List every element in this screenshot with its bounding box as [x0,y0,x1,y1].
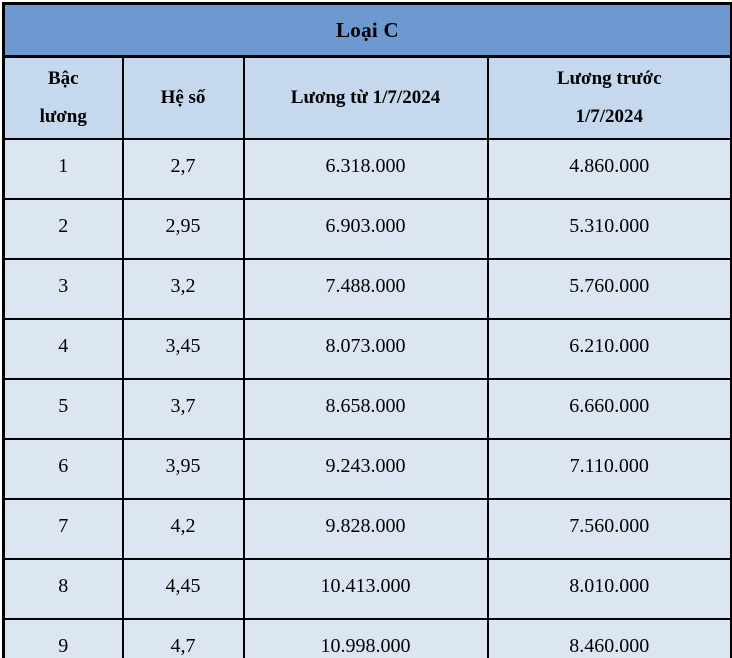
cell-luong-tu-172024: 8.658.000 [242,378,489,440]
table-row: 8 4,45 10.413.000 8.010.000 [2,558,732,620]
cell-luong-tu-172024: 6.318.000 [242,138,489,200]
table-row: 2 2,95 6.903.000 5.310.000 [2,198,732,260]
header-line: Lương trước [556,68,662,89]
cell-luong-truoc-172024: 5.760.000 [486,258,732,320]
cell-bac-luong: 8 [2,558,124,620]
cell-luong-truoc-172024: 8.460.000 [486,618,732,658]
cell-luong-tu-172024: 9.828.000 [242,498,489,560]
cell-luong-tu-172024: 6.903.000 [242,198,489,260]
cell-he-so: 2,7 [121,138,245,200]
cell-he-so: 4,2 [121,498,245,560]
cell-luong-truoc-172024: 4.860.000 [486,138,732,200]
table-row: 5 3,7 8.658.000 6.660.000 [2,378,732,440]
cell-bac-luong: 2 [2,198,124,260]
cell-bac-luong: 5 [2,378,124,440]
cell-he-so: 3,7 [121,378,245,440]
header-row: Bậc lương Hệ số Lương từ 1/7/2024 Lương trướ… [2,55,732,140]
cell-he-so: 3,2 [121,258,245,320]
header-line: Lương từ 1/7/2024 [290,87,441,108]
he-so-header: Hệ số [121,55,245,140]
title-row: Loại C [2,2,732,58]
table-row: 9 4,7 10.998.000 8.460.000 [2,618,732,658]
table-row: 3 3,2 7.488.000 5.760.000 [2,258,732,320]
cell-luong-truoc-172024: 8.010.000 [486,558,732,620]
bac-luong-header: Bậc lương [2,55,124,140]
cell-he-so: 3,95 [121,438,245,500]
luong-tu-header: Lương từ 1/7/2024 [242,55,489,140]
cell-bac-luong: 1 [2,138,124,200]
table-row: 7 4,2 9.828.000 7.560.000 [2,498,732,560]
cell-luong-tu-172024: 9.243.000 [242,438,489,500]
cell-luong-tu-172024: 7.488.000 [242,258,489,320]
cell-luong-truoc-172024: 6.660.000 [486,378,732,440]
cell-he-so: 2,95 [121,198,245,260]
cell-luong-tu-172024: 8.073.000 [242,318,489,380]
cell-bac-luong: 7 [2,498,124,560]
table-title: Loại C [2,2,732,58]
header-line: lương [39,106,87,127]
cell-he-so: 4,7 [121,618,245,658]
cell-bac-luong: 3 [2,258,124,320]
cell-luong-truoc-172024: 7.110.000 [486,438,732,500]
cell-bac-luong: 4 [2,318,124,380]
table-body: 1 2,7 6.318.000 4.860.000 2 2,95 6.903.000 5.31… [2,138,732,658]
cell-luong-tu-172024: 10.998.000 [242,618,489,658]
cell-luong-truoc-172024: 5.310.000 [486,198,732,260]
table-row: 6 3,95 9.243.000 7.110.000 [2,438,732,500]
cell-bac-luong: 9 [2,618,124,658]
cell-he-so: 4,45 [121,558,245,620]
cell-luong-truoc-172024: 6.210.000 [486,318,732,380]
luong-truoc-header: Lương trước 1/7/2024 [486,55,732,140]
table-row: 4 3,45 8.073.000 6.210.000 [2,318,732,380]
header-line: Hệ số [160,87,206,108]
cell-luong-truoc-172024: 7.560.000 [486,498,732,560]
cell-he-so: 3,45 [121,318,245,380]
cell-luong-tu-172024: 10.413.000 [242,558,489,620]
table-row: 1 2,7 6.318.000 4.860.000 [2,138,732,200]
header-line: Bậc [47,68,79,89]
cell-bac-luong: 6 [2,438,124,500]
header-line: 1/7/2024 [575,106,644,127]
